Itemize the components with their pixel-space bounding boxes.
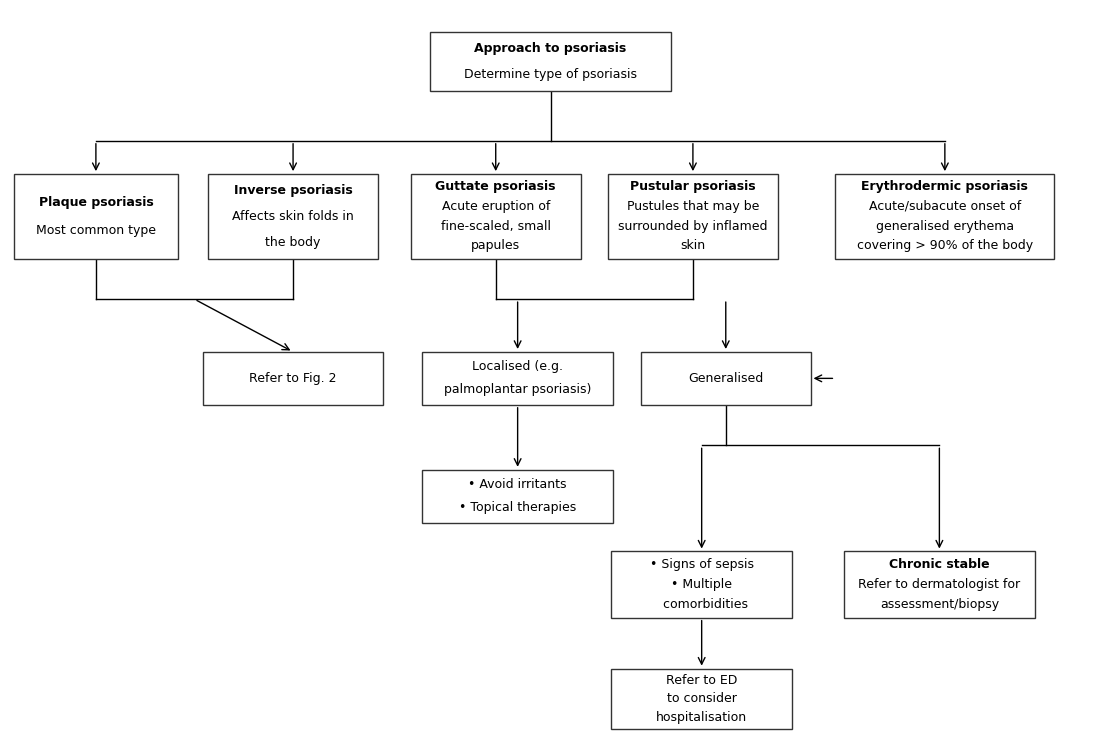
Text: • Avoid irritants: • Avoid irritants xyxy=(468,478,567,491)
FancyBboxPatch shape xyxy=(430,32,671,91)
FancyBboxPatch shape xyxy=(411,174,580,259)
Text: Affects skin folds in: Affects skin folds in xyxy=(232,210,353,223)
FancyBboxPatch shape xyxy=(843,551,1035,617)
Text: Inverse psoriasis: Inverse psoriasis xyxy=(233,184,352,197)
Text: hospitalisation: hospitalisation xyxy=(656,711,748,723)
Text: Localised (e.g.: Localised (e.g. xyxy=(472,361,563,373)
FancyBboxPatch shape xyxy=(203,352,383,405)
Text: surrounded by inflamed: surrounded by inflamed xyxy=(618,220,767,233)
Text: skin: skin xyxy=(680,240,706,252)
Text: Refer to dermatologist for: Refer to dermatologist for xyxy=(859,578,1021,591)
Text: • Topical therapies: • Topical therapies xyxy=(459,502,576,514)
Text: Acute/subacute onset of: Acute/subacute onset of xyxy=(869,200,1021,213)
FancyBboxPatch shape xyxy=(641,352,810,405)
Text: Plaque psoriasis: Plaque psoriasis xyxy=(39,196,153,209)
Text: generalised erythema: generalised erythema xyxy=(875,220,1014,233)
FancyBboxPatch shape xyxy=(611,551,792,617)
FancyBboxPatch shape xyxy=(422,352,613,405)
Text: Refer to ED: Refer to ED xyxy=(666,674,738,687)
Text: covering > 90% of the body: covering > 90% of the body xyxy=(857,240,1033,252)
FancyBboxPatch shape xyxy=(208,174,378,259)
Text: Guttate psoriasis: Guttate psoriasis xyxy=(436,180,556,194)
Text: Erythrodermic psoriasis: Erythrodermic psoriasis xyxy=(861,180,1028,194)
Text: comorbidities: comorbidities xyxy=(655,598,749,611)
Text: the body: the body xyxy=(265,235,320,249)
Text: Generalised: Generalised xyxy=(688,372,763,385)
Text: Determine type of psoriasis: Determine type of psoriasis xyxy=(464,68,637,81)
Text: assessment/biopsy: assessment/biopsy xyxy=(880,598,999,611)
Text: Chronic stable: Chronic stable xyxy=(890,558,990,571)
FancyBboxPatch shape xyxy=(608,174,777,259)
FancyBboxPatch shape xyxy=(422,470,613,522)
Text: • Multiple: • Multiple xyxy=(672,578,732,591)
Text: Approach to psoriasis: Approach to psoriasis xyxy=(475,42,626,56)
Text: to consider: to consider xyxy=(667,692,737,705)
FancyBboxPatch shape xyxy=(836,174,1055,259)
FancyBboxPatch shape xyxy=(611,669,792,729)
Text: • Signs of sepsis: • Signs of sepsis xyxy=(650,558,754,571)
Text: palmoplantar psoriasis): palmoplantar psoriasis) xyxy=(444,384,591,396)
Text: Most common type: Most common type xyxy=(36,224,156,237)
Text: Pustular psoriasis: Pustular psoriasis xyxy=(630,180,755,194)
Text: Pustules that may be: Pustules that may be xyxy=(626,200,759,213)
Text: Acute eruption of: Acute eruption of xyxy=(442,200,549,213)
FancyBboxPatch shape xyxy=(13,174,178,259)
Text: fine-scaled, small: fine-scaled, small xyxy=(440,220,550,233)
Text: papules: papules xyxy=(471,240,521,252)
Text: Refer to Fig. 2: Refer to Fig. 2 xyxy=(249,372,337,385)
